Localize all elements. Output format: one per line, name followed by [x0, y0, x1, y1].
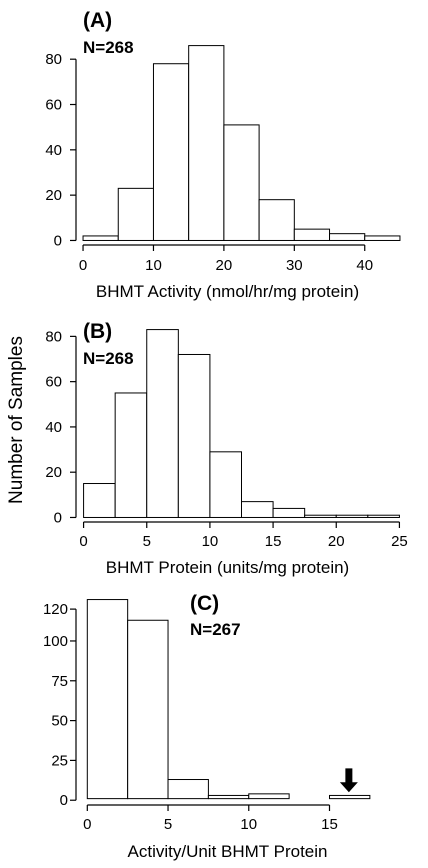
- histogram-bar: [117, 187, 154, 241]
- x-tick-label: 10: [240, 816, 257, 833]
- x-tick-label: 25: [391, 533, 408, 550]
- sample-size-label: N=268: [83, 38, 134, 57]
- y-tick-label: 40: [45, 142, 62, 159]
- x-tick-label: 20: [328, 533, 345, 550]
- histogram-bar: [293, 228, 331, 241]
- y-tick-label: 40: [45, 419, 62, 436]
- x-tick-label: 40: [356, 257, 373, 274]
- y-tick-label: 50: [51, 713, 68, 730]
- x-tick-label: 15: [265, 533, 282, 550]
- histogram-bar: [188, 45, 225, 241]
- histogram-bar: [167, 779, 209, 800]
- histogram-bar: [367, 514, 400, 518]
- x-tick-label: 30: [286, 257, 303, 274]
- x-axis-label: BHMT Protein (units/mg protein): [106, 558, 349, 577]
- panel-b: 0 20 40 60 80 0 5 10 15 20 25 BHMT Protein (units/m…: [45, 320, 407, 577]
- x-tick-label: 10: [145, 257, 162, 274]
- x-tick-label: 10: [202, 533, 219, 550]
- y-tick-label: 80: [45, 328, 62, 345]
- x-axis-label: BHMT Activity (nmol/hr/mg protein): [96, 282, 359, 301]
- y-tick-label: 0: [54, 232, 62, 249]
- y-tick-label: 25: [51, 752, 68, 769]
- histogram-bar: [86, 599, 129, 800]
- x-tick-label: 5: [164, 816, 172, 833]
- panel-tag: (A): [83, 9, 112, 32]
- histogram-bar: [304, 514, 337, 518]
- histogram-bar: [209, 451, 242, 518]
- histogram-bar: [177, 353, 211, 518]
- histogram-bar: [328, 794, 371, 800]
- sample-size-label: N=268: [83, 349, 134, 368]
- shared-y-axis-label: Number of Samples: [6, 336, 27, 504]
- y-tick-label: 60: [45, 97, 62, 114]
- y-tick-label: 0: [60, 792, 68, 809]
- x-tick-label: 0: [79, 257, 87, 274]
- histogram-bar: [241, 501, 274, 518]
- histogram-bar: [146, 329, 179, 518]
- histogram-bar: [127, 619, 169, 800]
- x-tick-label: 5: [143, 533, 151, 550]
- histogram-bar: [152, 63, 190, 241]
- histogram-bar: [272, 507, 306, 518]
- y-tick-label: 20: [45, 464, 62, 481]
- down-arrow-icon: [339, 768, 358, 793]
- histogram-bar: [207, 794, 250, 800]
- histogram-bar: [83, 483, 116, 518]
- panel-a: 0 20 40 60 80 0 10 20 30 40 BHMT Activity (nmol/hr…: [45, 9, 401, 301]
- y-tick-label: 0: [54, 509, 62, 526]
- histogram-bar: [258, 199, 295, 241]
- panel-tag: (B): [83, 320, 112, 343]
- x-axis-label: Activity/Unit BHMT Protein: [128, 842, 328, 861]
- histogram-bar: [223, 124, 260, 241]
- x-tick-label: 20: [216, 257, 233, 274]
- histogram-bar: [82, 235, 119, 241]
- y-tick-label: 20: [45, 187, 62, 204]
- sample-size-label: N=267: [190, 620, 241, 639]
- x-tick-label: 15: [321, 816, 338, 833]
- histogram-bar: [248, 793, 290, 800]
- x-tick-label: 0: [79, 533, 87, 550]
- histogram-bar: [335, 514, 369, 518]
- y-tick-label: 75: [51, 673, 68, 690]
- x-tick-label: 0: [83, 816, 91, 833]
- y-tick-label: 100: [43, 633, 68, 650]
- histogram-bar: [329, 233, 366, 241]
- y-tick-label: 60: [45, 374, 62, 391]
- y-tick-label: 80: [45, 51, 62, 68]
- histogram-bar: [114, 392, 148, 518]
- y-tick-label: 120: [43, 601, 68, 618]
- histogram-bar: [364, 235, 401, 241]
- panel-tag: (C): [190, 592, 219, 615]
- panel-c: 0 25 50 75 100 120 0 5 10 15 Activity/Unit BHMT Pr…: [43, 592, 371, 861]
